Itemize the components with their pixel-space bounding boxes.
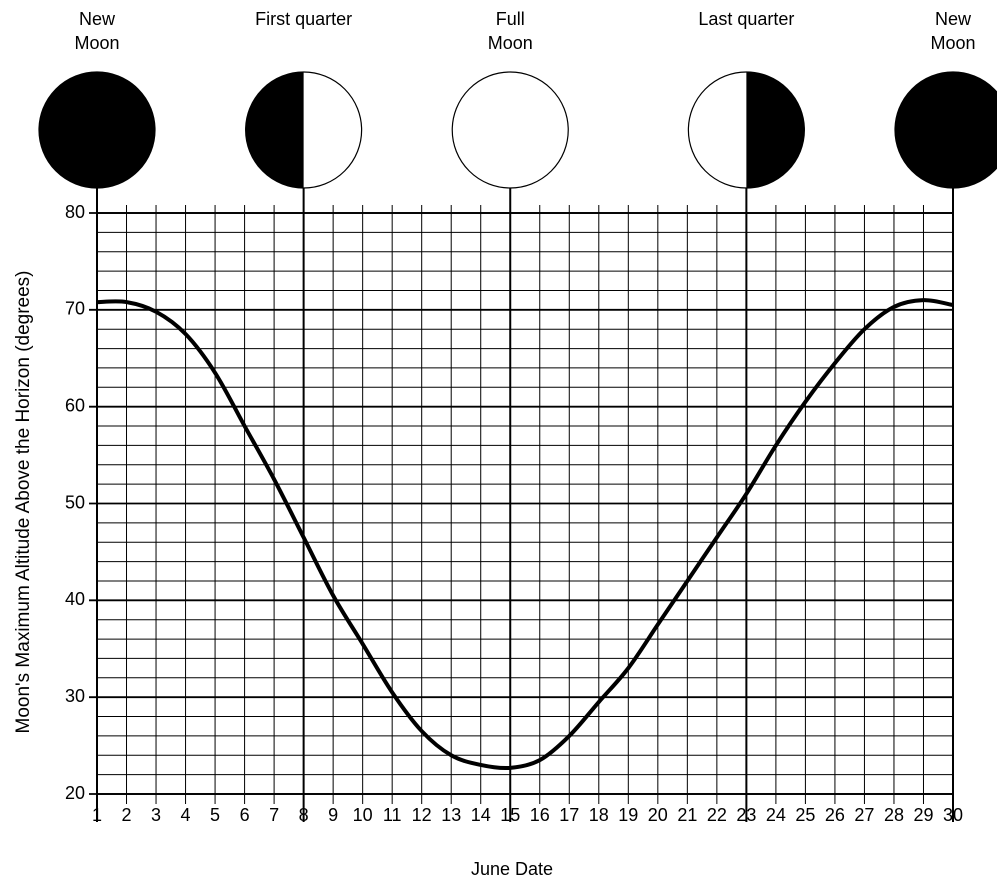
- x-tick-label: 9: [328, 805, 338, 825]
- y-tick-label: 20: [65, 783, 85, 803]
- x-tick-label: 25: [795, 805, 815, 825]
- phase-label: Moon: [930, 33, 975, 53]
- x-tick-label: 10: [353, 805, 373, 825]
- x-tick-label: 28: [884, 805, 904, 825]
- x-tick-label: 24: [766, 805, 786, 825]
- x-tick-label: 19: [618, 805, 638, 825]
- moon: [39, 72, 155, 188]
- phase-label: New: [79, 9, 116, 29]
- x-tick-label: 20: [648, 805, 668, 825]
- moon: [895, 72, 997, 188]
- y-tick-label: 80: [65, 202, 85, 222]
- phase-label: Moon: [488, 33, 533, 53]
- phase-label: New: [935, 9, 972, 29]
- moon: [452, 72, 568, 188]
- phase-label: First quarter: [255, 9, 352, 29]
- x-tick-label: 14: [471, 805, 491, 825]
- moon-shade: [246, 72, 304, 188]
- phase-label: Last quarter: [698, 9, 794, 29]
- x-tick-label: 11: [383, 805, 402, 825]
- x-tick-label: 16: [530, 805, 550, 825]
- y-tick-label: 50: [65, 492, 85, 512]
- phase-label: Moon: [74, 33, 119, 53]
- x-tick-label: 29: [913, 805, 933, 825]
- phase-label: Full: [496, 9, 525, 29]
- x-tick-label: 6: [240, 805, 250, 825]
- x-tick-label: 17: [559, 805, 579, 825]
- chart: June Date Moon's Maximum Altitude Above …: [0, 0, 997, 884]
- x-tick-label: 12: [412, 805, 432, 825]
- moon-shade: [746, 72, 804, 188]
- x-tick-label: 7: [269, 805, 279, 825]
- x-tick-label: 4: [181, 805, 191, 825]
- x-tick-label: 5: [210, 805, 220, 825]
- page: June Date Moon's Maximum Altitude Above …: [0, 0, 997, 884]
- x-tick-label: 27: [854, 805, 874, 825]
- x-tick-label: 22: [707, 805, 727, 825]
- y-tick-label: 70: [65, 299, 85, 319]
- x-tick-label: 3: [151, 805, 161, 825]
- x-tick-label: 18: [589, 805, 609, 825]
- y-tick-label: 40: [65, 589, 85, 609]
- x-tick-label: 21: [677, 805, 697, 825]
- y-tick-label: 60: [65, 395, 85, 415]
- y-axis-title: Moon's Maximum Altitude Above the Horizo…: [13, 270, 34, 733]
- x-axis-title: June Date: [471, 859, 553, 879]
- x-tick-label: 2: [122, 805, 132, 825]
- x-tick-label: 13: [441, 805, 461, 825]
- y-tick-label: 30: [65, 686, 85, 706]
- x-tick-label: 26: [825, 805, 845, 825]
